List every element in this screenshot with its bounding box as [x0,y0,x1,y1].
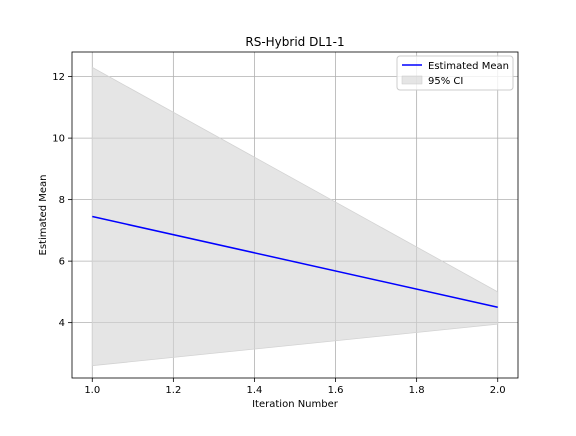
y-tick-label: 6 [59,257,65,268]
y-tick-label: 8 [59,195,65,206]
x-tick-label: 1.6 [328,385,344,396]
x-axis-label: Iteration Number [252,399,339,410]
legend-box [396,55,514,91]
x-tick-label: 1.8 [409,385,425,396]
legend: Estimated Mean 95% CI [396,55,514,91]
y-tick-label: 4 [59,318,65,329]
x-tick-label: 1.0 [84,385,100,396]
ci-band-layer [91,66,499,367]
ci-band [91,66,499,367]
mean-line-layer [92,215,498,308]
axes-layer [71,51,519,379]
legend-ci-label: 95% CI [428,76,463,87]
y-tick-label: 12 [52,72,65,83]
y-axis-label: Estimated Mean [38,175,49,256]
x-tick-label: 1.2 [165,385,181,396]
y-tick-label: 10 [52,134,65,145]
ticks-layer: 1.0 1.2 1.4 1.6 1.8 2.0 4 6 8 10 12 [52,72,505,396]
legend-mean-label: Estimated Mean [428,61,509,72]
x-tick-label: 2.0 [490,385,506,396]
plot-frame [71,51,519,379]
estimated-mean-line [92,215,498,308]
chart-title: RS-Hybrid DL1-1 [245,35,344,49]
x-tick-label: 1.4 [247,385,263,396]
legend-ci-swatch [401,75,423,85]
